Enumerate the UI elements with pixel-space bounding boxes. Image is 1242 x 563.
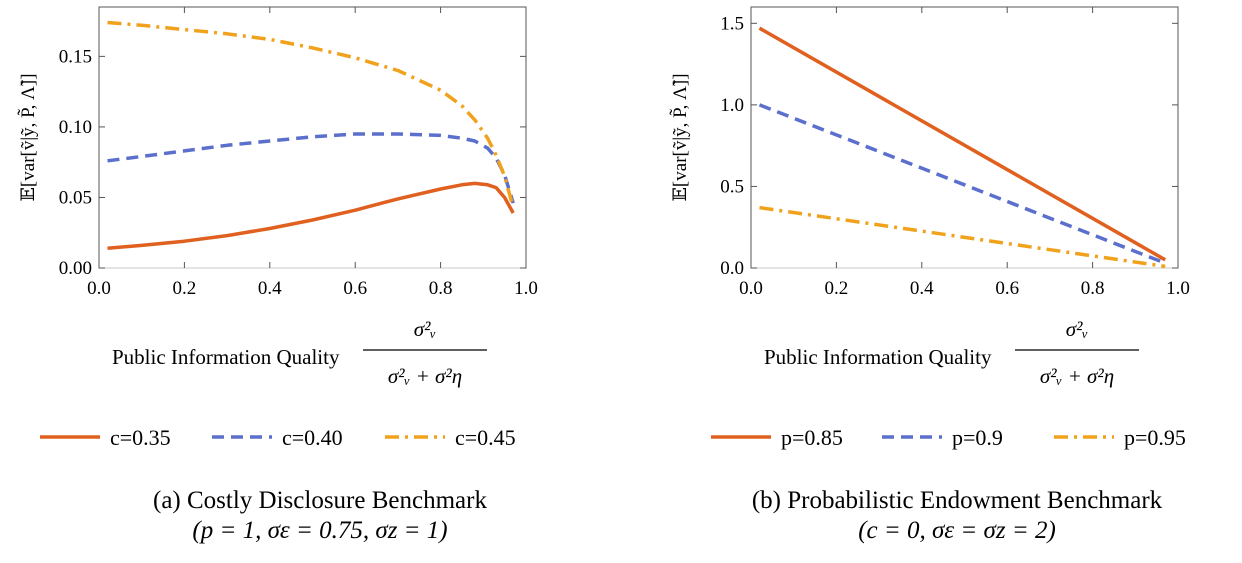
y-axis-label-a: 𝔼[var[ṽ|ỹ, P̃, Λ̃]] [16,73,39,201]
series-line-a-2 [107,132,515,204]
y-tick-label-a: 0.10 [59,117,92,138]
x-axis-fraction-denominator-b: σ²ᵥ + σ²η [1040,364,1114,388]
series-line-a-1 [107,181,515,250]
x-tick-label-a: 0.8 [429,278,453,299]
x-tick-label-a: 0.6 [343,278,367,299]
x-tick-label-a: 1.0 [514,278,538,299]
y-tick-label-b: 1.5 [720,13,744,34]
legend-label-b-2: p=0.9 [952,425,1003,450]
caption-a-params: (p = 1, σε = 0.75, σz = 1) [192,517,448,544]
y-tick-label-a: 0.15 [59,46,92,67]
x-axis-label-a: Public Information Quality [112,345,340,369]
x-tick-label-a: 0.0 [87,278,111,299]
legend-label-a-2: c=0.40 [282,425,343,450]
legend-label-a-1: c=0.35 [110,425,171,450]
y-tick-label-b: 0.0 [720,258,744,279]
x-tick-label-b: 0.8 [1081,278,1105,299]
y-axis-label-b: 𝔼[var[ṽ|ỹ, P̃, Λ̃]] [668,73,691,201]
x-axis-fraction-denominator-a: σ²ᵥ + σ²η [388,364,462,388]
y-tick-label-a: 0.00 [59,258,92,279]
y-tick-label-b: 0.5 [720,176,744,197]
y-tick-label-b: 1.0 [720,95,744,116]
x-axis-label-b: Public Information Quality [764,345,992,369]
x-tick-label-b: 0.2 [825,278,849,299]
x-tick-label-b: 1.0 [1166,278,1190,299]
series-line-b-2 [758,103,1166,265]
y-tick-label-a: 0.05 [59,187,92,208]
caption-a-title: (a) Costly Disclosure Benchmark [153,487,487,514]
series-line-b-1 [758,26,1167,262]
caption-b-params: (c = 0, σε = σz = 2) [858,517,1056,544]
series-line-a-3 [107,20,515,208]
x-tick-label-b: 0.6 [995,278,1019,299]
caption-b: (b) Probabilistic Endowment Benchmark (c… [672,486,1242,546]
x-tick-label-b: 0.0 [739,278,763,299]
x-axis-fraction-numerator-b: σ²ᵥ [1066,317,1089,341]
series-line-b-3 [759,205,1166,269]
caption-b-title: (b) Probabilistic Endowment Benchmark [751,487,1163,514]
legend-label-b-3: p=0.95 [1124,425,1186,450]
x-axis-fraction-numerator-a: σ²ᵥ [414,317,437,341]
legend-label-a-3: c=0.45 [455,425,516,450]
x-tick-label-a: 0.2 [173,278,197,299]
x-tick-label-b: 0.4 [910,278,934,299]
caption-a: (a) Costly Disclosure Benchmark (p = 1, … [60,486,580,546]
x-tick-label-a: 0.4 [258,278,282,299]
legend-label-b-1: p=0.85 [781,425,843,450]
